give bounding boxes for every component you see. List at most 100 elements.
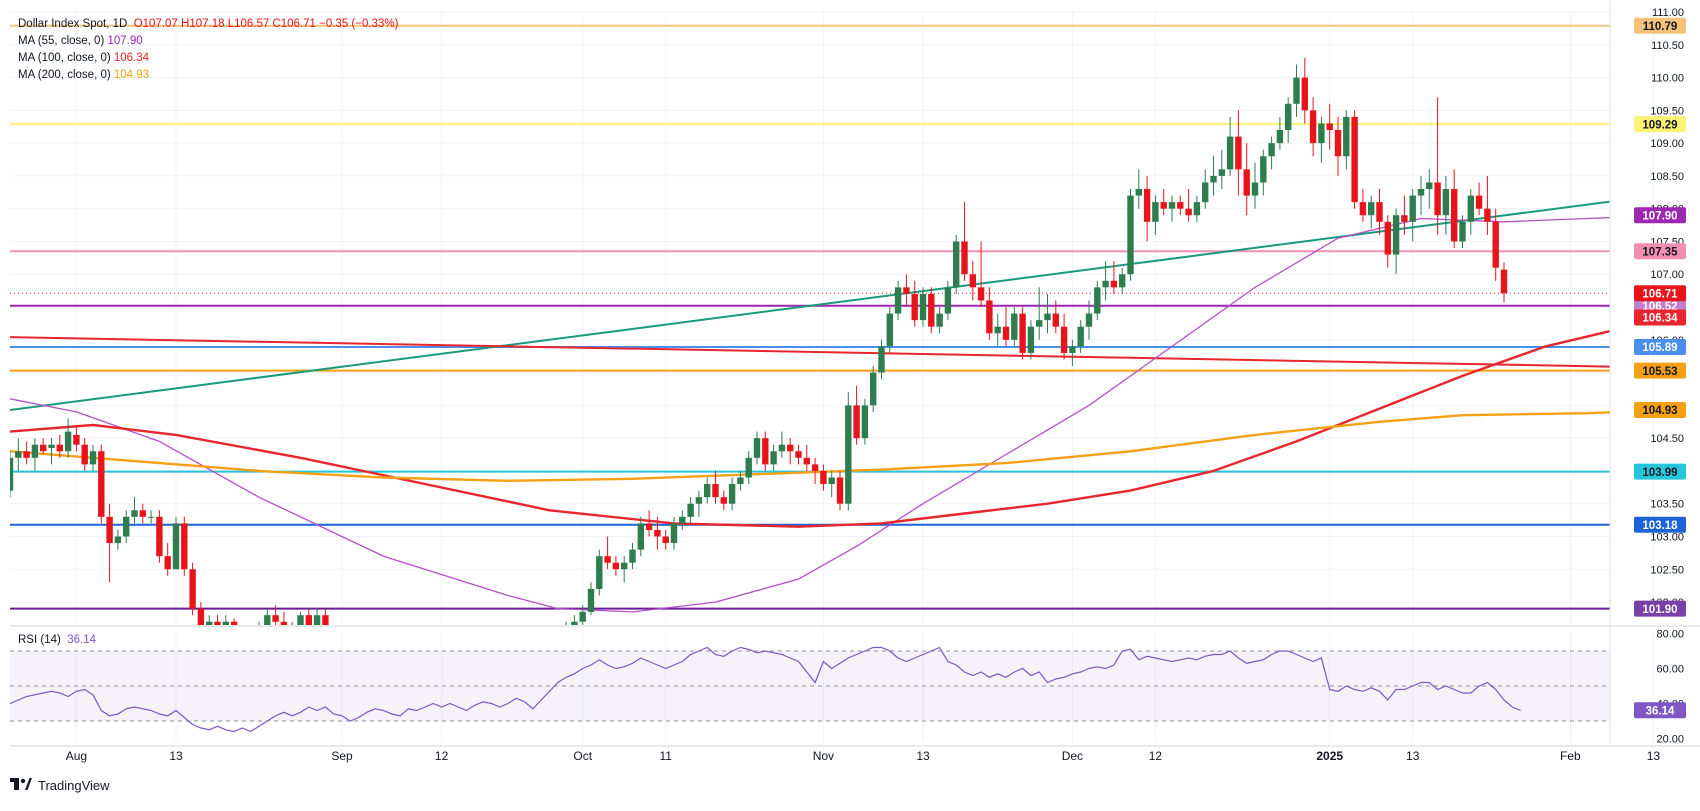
y-tick-label: 110.50 bbox=[1651, 40, 1684, 52]
rsi-y-tick-label: 20.00 bbox=[1656, 734, 1684, 746]
candle bbox=[977, 241, 985, 308]
x-tick-label: 13 bbox=[916, 749, 930, 763]
candle-body bbox=[936, 313, 943, 327]
candle-body bbox=[1160, 202, 1167, 209]
candle-body bbox=[753, 438, 761, 458]
candle bbox=[1036, 287, 1043, 340]
rsi-y-tick-label: 80.00 bbox=[1656, 629, 1684, 641]
candle-body bbox=[977, 287, 985, 301]
candle-body bbox=[1110, 280, 1118, 288]
rsi-legend: RSI (14) 36.14 bbox=[18, 634, 96, 646]
candle-body bbox=[637, 523, 644, 550]
candle-body bbox=[1052, 313, 1059, 327]
candle-body bbox=[1060, 326, 1068, 353]
candle bbox=[845, 392, 852, 511]
candle-body bbox=[280, 621, 288, 625]
candle bbox=[1475, 182, 1483, 216]
ma-line-100 bbox=[10, 329, 1610, 528]
x-tick-label: 13 bbox=[1647, 749, 1661, 763]
candle-body bbox=[10, 457, 14, 491]
candle bbox=[1467, 189, 1474, 235]
candle-body bbox=[1193, 202, 1201, 216]
candle-body bbox=[828, 477, 835, 485]
candle-body bbox=[123, 516, 130, 537]
candle-body bbox=[1185, 208, 1192, 216]
candle-body bbox=[953, 241, 960, 288]
candle bbox=[1044, 293, 1051, 334]
candle bbox=[230, 618, 238, 625]
candle-body bbox=[172, 523, 180, 570]
candle bbox=[139, 503, 146, 524]
level-tag-bg bbox=[1634, 463, 1686, 480]
ma55-value: 107.90 bbox=[107, 35, 143, 47]
candle-body bbox=[1143, 189, 1151, 222]
candle-body bbox=[222, 621, 229, 625]
tradingview-logo[interactable]: TradingView bbox=[10, 778, 110, 793]
candle bbox=[1434, 97, 1441, 235]
candle-body bbox=[679, 516, 686, 524]
candle-body bbox=[64, 431, 72, 452]
candle-body bbox=[986, 300, 993, 334]
x-tick-label: Aug bbox=[66, 749, 87, 763]
candle bbox=[1285, 97, 1292, 144]
candle bbox=[123, 510, 130, 544]
candle bbox=[1002, 307, 1010, 347]
candle-body bbox=[803, 457, 810, 465]
candle-body bbox=[73, 434, 80, 445]
candle bbox=[903, 274, 910, 308]
ma200-row: MA (200, close, 0) 104.93 bbox=[18, 67, 398, 84]
ma55-label: MA (55, close, 0) bbox=[18, 35, 105, 47]
candle bbox=[189, 562, 196, 616]
level-tag: 105.53 bbox=[1642, 366, 1677, 378]
candle-body bbox=[571, 621, 578, 625]
ma100-row: MA (100, close, 0) 106.34 bbox=[18, 50, 398, 67]
candle-body bbox=[596, 556, 603, 589]
candle-body bbox=[139, 510, 146, 517]
y-tick-label: 104.50 bbox=[1650, 433, 1684, 445]
candle-body bbox=[1011, 313, 1018, 340]
candle-body bbox=[1094, 287, 1101, 314]
rsi-line bbox=[10, 646, 1521, 733]
candle-body bbox=[870, 372, 877, 406]
y-tick-label: 103.50 bbox=[1650, 499, 1684, 511]
candle bbox=[222, 615, 229, 625]
candle-body bbox=[654, 529, 661, 537]
candle bbox=[1426, 169, 1433, 209]
candle-body bbox=[662, 536, 669, 544]
candle bbox=[56, 434, 63, 458]
candle bbox=[1343, 110, 1350, 170]
candle bbox=[1376, 189, 1383, 235]
candle bbox=[928, 287, 935, 334]
candle-body bbox=[1326, 123, 1333, 131]
candle-body bbox=[1069, 346, 1076, 353]
y-tick-label: 103.00 bbox=[1650, 531, 1684, 543]
candle-body bbox=[811, 464, 819, 471]
candle bbox=[1384, 215, 1391, 268]
candle-body bbox=[1434, 182, 1441, 216]
candle bbox=[1442, 175, 1450, 235]
candle-body bbox=[1268, 143, 1275, 157]
candle bbox=[280, 611, 288, 625]
candle bbox=[961, 202, 968, 281]
x-tick-label: Oct bbox=[573, 749, 592, 763]
level-tag: 103.18 bbox=[1642, 520, 1678, 532]
candle bbox=[953, 234, 960, 294]
candle bbox=[1293, 64, 1300, 117]
candle-body bbox=[1226, 136, 1234, 170]
candle-body bbox=[1044, 313, 1051, 321]
candle bbox=[745, 451, 752, 485]
candle-body bbox=[762, 438, 769, 465]
candle-body bbox=[1293, 77, 1300, 104]
candle bbox=[894, 280, 902, 321]
candle-body bbox=[230, 621, 238, 625]
candle-body bbox=[1152, 202, 1159, 222]
candle-body bbox=[720, 497, 727, 504]
level-tag: 107.35 bbox=[1642, 246, 1678, 258]
candle-body bbox=[1384, 221, 1391, 255]
candle bbox=[1334, 116, 1342, 176]
candle bbox=[587, 582, 595, 616]
candle-body bbox=[1168, 202, 1176, 209]
candle-body bbox=[1027, 326, 1035, 353]
candle bbox=[637, 516, 644, 557]
